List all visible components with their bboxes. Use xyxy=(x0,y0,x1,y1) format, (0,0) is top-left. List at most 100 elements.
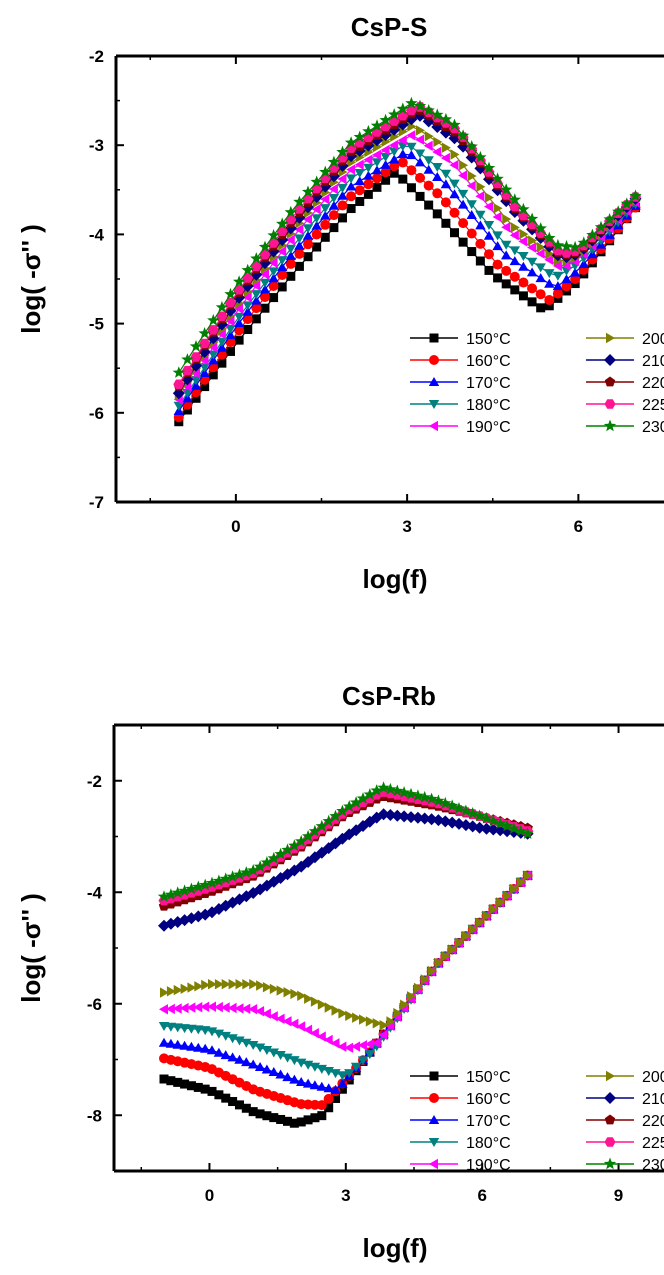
data-point xyxy=(353,130,366,143)
y-tick-label: -2 xyxy=(89,47,104,66)
data-point xyxy=(316,1081,327,1091)
data-point xyxy=(274,847,287,860)
data-point xyxy=(165,1003,175,1015)
data-point xyxy=(338,1008,348,1019)
data-point xyxy=(233,312,245,322)
data-point xyxy=(268,238,280,248)
data-point xyxy=(483,230,495,240)
data-point xyxy=(441,142,451,153)
legend-marker xyxy=(429,1158,438,1170)
data-point xyxy=(414,157,426,167)
data-point xyxy=(268,1048,279,1058)
y-tick-label: -4 xyxy=(87,883,103,902)
series xyxy=(159,870,532,1053)
data-point xyxy=(449,123,460,134)
data-point xyxy=(337,1084,347,1094)
data-point xyxy=(337,1078,348,1088)
data-point xyxy=(234,1054,245,1064)
data-point xyxy=(294,240,305,250)
data-point xyxy=(398,174,408,184)
data-point xyxy=(331,1093,341,1103)
data-point xyxy=(474,150,487,163)
data-point xyxy=(482,161,496,174)
data-point xyxy=(164,888,177,900)
data-point xyxy=(467,170,477,182)
y-axis-label: log( -σ'' ) xyxy=(16,893,46,1003)
data-point xyxy=(475,256,485,266)
data-point xyxy=(228,979,238,990)
data-point xyxy=(518,291,528,301)
data-point xyxy=(466,180,476,191)
data-point xyxy=(295,834,308,847)
data-point xyxy=(424,200,434,210)
data-point xyxy=(357,1056,369,1066)
data-point xyxy=(423,164,434,174)
data-point xyxy=(561,281,572,292)
legend-label: 170°C xyxy=(466,375,511,392)
data-point xyxy=(440,152,450,164)
data-point xyxy=(466,200,477,210)
data-point xyxy=(327,155,341,168)
data-point xyxy=(487,823,500,836)
data-point xyxy=(405,96,418,109)
legend-entry: 230°C xyxy=(586,419,664,436)
data-point xyxy=(503,890,513,901)
data-point xyxy=(407,991,416,1002)
data-point xyxy=(397,157,408,168)
data-point xyxy=(214,979,224,990)
plot-area xyxy=(172,96,642,427)
data-point xyxy=(259,278,271,288)
data-point xyxy=(303,252,313,262)
data-point xyxy=(396,102,409,115)
data-point xyxy=(415,191,425,201)
data-point xyxy=(423,156,434,166)
data-point xyxy=(172,366,185,378)
data-point xyxy=(275,1013,285,1024)
data-point xyxy=(487,814,500,827)
data-point xyxy=(285,244,296,254)
data-point xyxy=(406,165,417,176)
data-point xyxy=(455,937,464,948)
data-point xyxy=(293,195,306,208)
legend-label: 160°C xyxy=(466,1091,511,1108)
legend-label: 230°C xyxy=(642,419,664,436)
data-point xyxy=(518,261,529,271)
data-point xyxy=(440,197,451,208)
legend-label: 225°C xyxy=(642,1135,664,1152)
legend-entry: 220°C xyxy=(586,1113,664,1130)
data-point xyxy=(158,1037,170,1047)
data-point xyxy=(432,146,442,158)
data-point xyxy=(173,1077,183,1087)
data-point xyxy=(199,338,211,349)
data-point xyxy=(199,878,212,891)
data-point xyxy=(216,311,228,321)
data-point xyxy=(249,979,259,990)
data-point xyxy=(200,1043,211,1053)
data-point xyxy=(346,164,356,175)
data-point xyxy=(411,789,424,802)
data-point xyxy=(282,1016,292,1027)
data-point xyxy=(349,796,363,808)
data-point xyxy=(378,1029,388,1041)
data-point xyxy=(178,884,191,897)
series-line xyxy=(163,875,529,1049)
data-point xyxy=(317,1111,327,1121)
data-point xyxy=(413,982,423,994)
data-point xyxy=(354,159,364,170)
data-point xyxy=(359,1014,368,1025)
data-point xyxy=(398,810,411,823)
data-point xyxy=(380,167,391,178)
data-point xyxy=(289,1018,299,1029)
y-tick-label: -7 xyxy=(89,493,104,512)
data-point xyxy=(345,174,357,184)
y-tick-label: -6 xyxy=(89,404,104,423)
data-point xyxy=(277,246,287,257)
data-point xyxy=(509,271,520,282)
legend-label: 230°C xyxy=(642,1157,664,1174)
data-point xyxy=(536,242,546,253)
data-point xyxy=(578,259,589,268)
data-point xyxy=(310,996,320,1007)
data-point xyxy=(501,222,511,233)
data-point xyxy=(262,1111,272,1121)
data-point xyxy=(323,1034,333,1046)
